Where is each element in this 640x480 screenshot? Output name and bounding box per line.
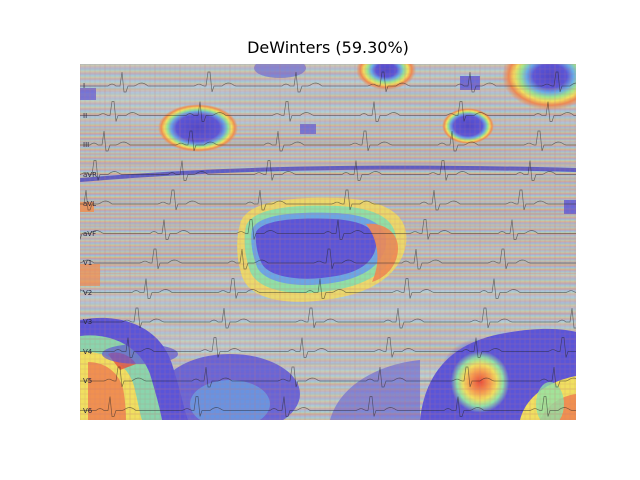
ecg-trace-i <box>80 71 576 93</box>
lead-label-v1: V1 <box>83 259 93 267</box>
ecg-trace-v3 <box>80 307 576 329</box>
figure-title: DeWinters (59.30%) <box>247 38 409 57</box>
ecg-trace-v1 <box>80 248 576 270</box>
lead-label-v4: V4 <box>83 347 93 356</box>
ecg-trace-avf <box>80 219 576 240</box>
ecg-trace-v6 <box>80 396 576 417</box>
lead-label-iii: III <box>83 141 90 149</box>
ecg-trace-v2 <box>80 278 576 299</box>
ecg-trace-avl <box>80 189 576 211</box>
lead-label-v5: V5 <box>83 377 93 385</box>
lead-label-ii: II <box>83 111 88 120</box>
ecg-trace-ii <box>80 101 576 122</box>
lead-label-v2: V2 <box>83 288 93 297</box>
lead-label-avl: aVL <box>83 200 96 208</box>
lead-label-avr: aVR <box>83 170 97 179</box>
ecg-trace-v5 <box>80 366 576 388</box>
lead-label-avf: aVF <box>83 229 97 238</box>
lead-label-v6: V6 <box>83 406 93 415</box>
ecg-heatmap-overlay: I II III aVR aVL aVF V1 V2 V3 V4 V5 V6 <box>80 64 576 420</box>
lead-label-i: I <box>83 82 86 90</box>
ecg-trace-iii <box>80 130 576 152</box>
ecg-trace-v4 <box>80 337 576 358</box>
ecg-trace-avr <box>80 160 576 181</box>
heatmap-image <box>80 64 576 420</box>
lead-label-v3: V3 <box>83 318 93 326</box>
